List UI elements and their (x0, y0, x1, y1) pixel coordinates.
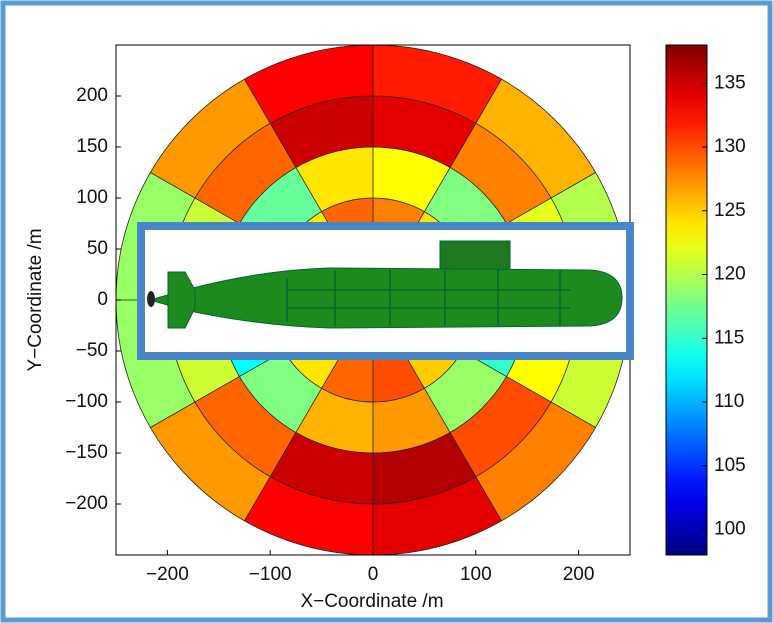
x-tick-label: 200 (563, 564, 595, 585)
x-tick-label: −200 (146, 564, 189, 585)
y-tick-label: −150 (65, 442, 108, 463)
colorbar-tick-label: 115 (714, 327, 744, 348)
colorbar-tick-label: 135 (714, 72, 746, 93)
y-tick-label: −50 (76, 340, 108, 361)
colorbar-tick-label: 100 (714, 519, 746, 540)
colorbar-tick-label: 105 (714, 455, 746, 476)
colorbar-tick-label: 110 (714, 391, 744, 412)
y-tick-label: 50 (87, 238, 108, 259)
y-axis-label: Y−Coordinate /m (25, 228, 46, 371)
colorbar (665, 44, 708, 556)
y-tick-label: −200 (65, 493, 108, 514)
colorbar-tick-label: 125 (714, 200, 746, 221)
y-tick-label: 200 (76, 85, 108, 106)
y-tick-label: 100 (76, 187, 108, 208)
x-tick-label: 100 (460, 564, 492, 585)
y-tick-label: −100 (65, 391, 108, 412)
colorbar-tick-label: 120 (714, 264, 746, 285)
y-tick-label: 150 (76, 136, 108, 157)
x-tick-label: −100 (249, 564, 292, 585)
submarine-inset (137, 222, 634, 360)
colorbar-tick-label: 130 (714, 136, 746, 157)
x-axis-label: X−Coordinate /m (300, 591, 443, 612)
x-tick-label: 0 (368, 564, 379, 585)
y-tick-label: 0 (97, 289, 108, 310)
